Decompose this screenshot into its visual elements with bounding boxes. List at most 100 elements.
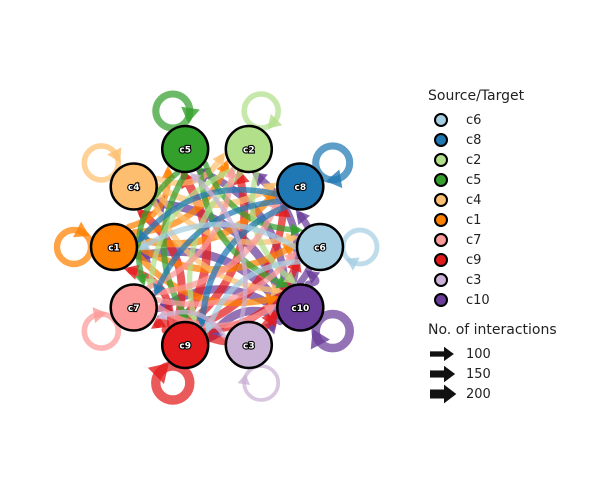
self-loop-c2 xyxy=(241,91,282,131)
legend-swatch-c3 xyxy=(434,273,448,287)
node-circle-c9 xyxy=(160,320,210,370)
legend-swatch-c8 xyxy=(434,133,448,147)
node-c3[interactable]: c3 xyxy=(224,320,274,370)
self-loop-c9 xyxy=(151,361,195,405)
self-loop-arrowhead-c4 xyxy=(107,147,122,163)
legend-swatch-c10 xyxy=(434,293,448,307)
edge-arrowhead-c5-to-c10 xyxy=(275,275,290,289)
edge-arrowhead-c4-to-c8 xyxy=(262,182,278,196)
edge-arrowhead-c2-to-c10 xyxy=(283,271,297,285)
legend-size-arrow-150 xyxy=(430,365,456,383)
legend-cluster-list: c6 c8 c2 c5 c4 c1 c7 c9 c3 c10 xyxy=(428,110,598,310)
edge-arrowhead-c4-to-c10 xyxy=(270,283,284,297)
legend-swatch-c1 xyxy=(434,213,448,227)
legend-size-title: No. of interactions xyxy=(428,322,557,338)
self-loop-arrowhead-c1 xyxy=(73,221,90,238)
self-loop-arrowhead-c8 xyxy=(325,169,343,189)
node-circle-c3 xyxy=(224,320,274,370)
edge-arrowhead-c3-to-c7 xyxy=(156,309,168,321)
edge-c7-to-c8 xyxy=(150,200,280,296)
legend-item-c9: c9 xyxy=(428,250,598,270)
legend-item-c6: c6 xyxy=(428,110,598,130)
node-circle-c4 xyxy=(109,162,158,211)
edge-c2-to-c7 xyxy=(148,166,237,287)
node-label-c2: c2 xyxy=(243,146,255,156)
legend-label-c5: c5 xyxy=(466,172,482,188)
self-loop-arrowhead-c7 xyxy=(92,307,107,323)
node-c4[interactable]: c4 xyxy=(109,162,158,211)
legend-swatch-c5 xyxy=(434,173,448,187)
edge-arrowhead-c9-to-c10 xyxy=(261,309,278,328)
legend-item-c4: c4 xyxy=(428,190,598,210)
edge-arrowhead-c6-to-c1 xyxy=(137,239,151,251)
legend-item-c8: c8 xyxy=(428,130,598,150)
legend-swatch-c2 xyxy=(434,153,448,167)
node-label-c9: c9 xyxy=(179,342,191,352)
node-label-c7: c7 xyxy=(128,304,140,314)
edge-arrowhead-c3-to-c5 xyxy=(189,172,202,184)
cell-interaction-network: c5 c2 c8 c6 c10 c3 c9 c7 c1 c4 xyxy=(53,90,380,405)
node-c10[interactable]: c10 xyxy=(276,283,325,332)
self-loop-arrowhead-c5 xyxy=(181,106,200,123)
node-c7[interactable]: c7 xyxy=(109,283,158,332)
edge-arrowhead-c6-to-c9 xyxy=(204,320,217,334)
legend-size-item-150: 150 xyxy=(428,364,598,384)
legend-label-c1: c1 xyxy=(466,212,482,228)
edge-arrowhead-c7-to-c10 xyxy=(263,304,277,316)
edge-layer xyxy=(123,152,321,346)
legend-label-c2: c2 xyxy=(466,152,482,168)
node-label-c6: c6 xyxy=(314,244,326,254)
node-c1[interactable]: c1 xyxy=(89,222,139,272)
node-circle-c5 xyxy=(160,124,210,174)
legend-size-head-100 xyxy=(444,346,454,362)
edge-arrowhead-c9-to-c7 xyxy=(151,314,167,329)
node-c2[interactable]: c2 xyxy=(224,124,274,174)
self-loop-c3 xyxy=(242,364,281,402)
node-layer: c5 c2 c8 c6 c10 c3 c9 c7 c1 c4 xyxy=(89,124,345,370)
edge-arrowhead-c5-to-c6 xyxy=(290,223,304,237)
node-c8[interactable]: c8 xyxy=(276,162,325,211)
node-label-c4: c4 xyxy=(128,183,140,193)
legend-size-item-200: 200 xyxy=(428,384,598,404)
node-c6[interactable]: c6 xyxy=(295,222,345,272)
node-circle-c10 xyxy=(276,283,325,332)
self-loop-arrowhead-c6 xyxy=(345,257,360,271)
legend-size-arrow-100 xyxy=(430,346,454,362)
legend-label-c10: c10 xyxy=(466,292,490,308)
legend-size-list: 100 150 200 xyxy=(428,344,598,404)
legend-size-label-200: 200 xyxy=(466,386,491,402)
edge-arrowhead-c10-to-c6 xyxy=(305,270,321,284)
legend-size-item-100: 100 xyxy=(428,344,598,364)
self-loop-arrowhead-c2 xyxy=(267,113,283,129)
edge-arrowhead-c10-to-c8 xyxy=(295,209,310,225)
edge-c5-to-c7 xyxy=(135,170,181,283)
edge-c8-to-c9 xyxy=(199,203,289,325)
legend-item-c10: c10 xyxy=(428,290,598,310)
legend-item-c5: c5 xyxy=(428,170,598,190)
legend-item-c1: c1 xyxy=(428,210,598,230)
edge-c3-to-c7 xyxy=(159,309,228,340)
edge-arrowhead-c8-to-c1 xyxy=(137,229,151,243)
legend-swatch-c6 xyxy=(434,113,448,127)
self-loop-arrowhead-c9 xyxy=(147,362,169,384)
legend-label-c3: c3 xyxy=(466,272,482,288)
node-label-c5: c5 xyxy=(179,146,191,156)
legend-size-arrow-200 xyxy=(430,384,457,404)
legend-swatch-c9 xyxy=(434,253,448,267)
node-label-c3: c3 xyxy=(243,342,255,352)
node-circle-c1 xyxy=(89,222,139,272)
node-c9[interactable]: c9 xyxy=(160,320,210,370)
edge-c8-to-c1 xyxy=(138,186,280,241)
node-circle-c6 xyxy=(295,222,345,272)
edge-arrowhead-c5-to-c7 xyxy=(134,273,148,287)
legend-color-title: Source/Target xyxy=(428,88,525,104)
self-loop-c4 xyxy=(81,143,122,183)
node-circle-c7 xyxy=(109,283,158,332)
legend: Source/Target c6 c8 c2 c5 c4 c1 c7 c9 c3 c10 No. … xyxy=(428,88,598,404)
edge-c3-to-c5 xyxy=(191,174,248,324)
legend-label-c8: c8 xyxy=(466,132,482,148)
node-c5[interactable]: c5 xyxy=(160,124,210,174)
legend-item-c7: c7 xyxy=(428,230,598,250)
legend-label-c4: c4 xyxy=(466,192,482,208)
legend-swatch-c7 xyxy=(434,233,448,247)
